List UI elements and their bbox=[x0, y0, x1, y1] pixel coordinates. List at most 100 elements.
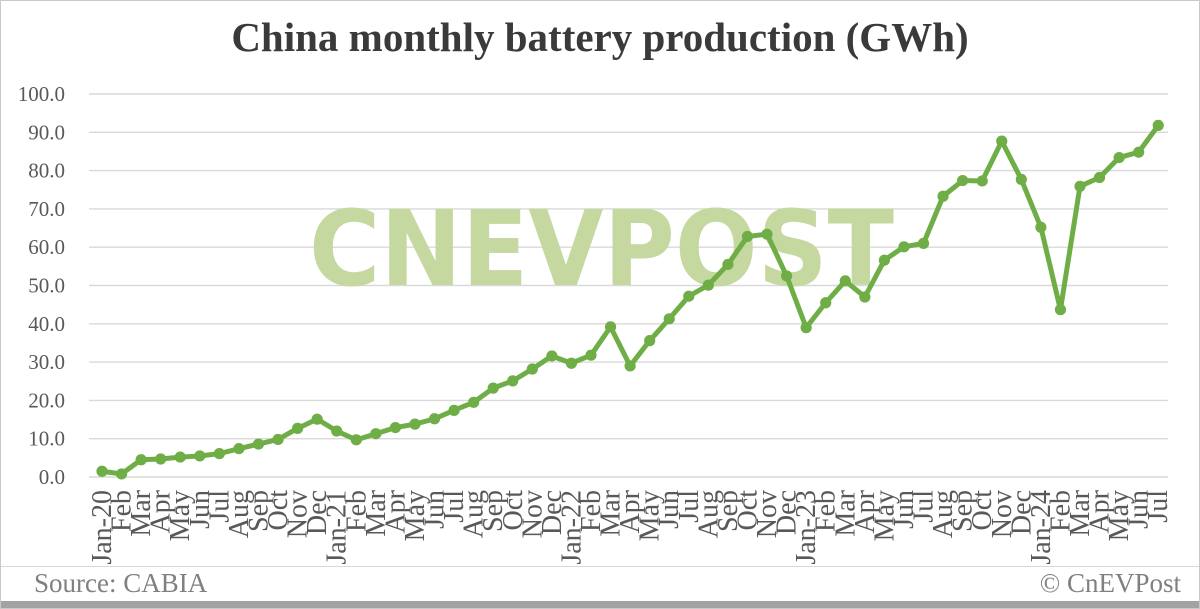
y-axis: 100.0 90.0 80.0 70.0 60.0 50.0 40.0 30.0 20.0 10.… bbox=[18, 82, 65, 489]
data-point bbox=[174, 451, 186, 463]
data-point bbox=[1015, 173, 1027, 186]
x-tick-label: Feb bbox=[811, 490, 842, 532]
data-point bbox=[604, 321, 617, 333]
data-point bbox=[487, 382, 499, 394]
x-tick-label: Jul bbox=[439, 490, 470, 523]
battery-production-chart: 100.0 90.0 80.0 70.0 60.0 50.0 40.0 30.0 20.0 10.… bbox=[18, 82, 1174, 565]
data-point bbox=[1054, 304, 1067, 316]
x-tick-label: Oct bbox=[967, 490, 998, 531]
x-tick-label: Dec bbox=[772, 490, 803, 535]
data-point bbox=[213, 448, 225, 460]
y-tick-label: 20.0 bbox=[28, 388, 65, 412]
y-tick-label: 40.0 bbox=[28, 312, 65, 336]
data-point bbox=[781, 270, 793, 282]
data-point bbox=[996, 135, 1008, 147]
data-point bbox=[1133, 146, 1145, 158]
x-tick-label: Feb bbox=[341, 490, 372, 532]
bottom-edge-bar bbox=[1, 601, 1199, 608]
source-label: Source: CABIA bbox=[34, 568, 208, 598]
data-point bbox=[702, 279, 714, 291]
x-tick-label: Nov bbox=[283, 490, 314, 538]
x-tick-label: Sep bbox=[243, 490, 274, 532]
data-point bbox=[448, 404, 460, 416]
x-tick-label: Sep bbox=[478, 490, 509, 532]
data-point bbox=[468, 396, 480, 408]
data-point bbox=[741, 230, 754, 243]
data-point bbox=[859, 291, 871, 303]
x-tick-label: Mar bbox=[830, 489, 861, 536]
data-point bbox=[937, 190, 949, 202]
data-point bbox=[761, 228, 773, 240]
data-point bbox=[331, 425, 343, 437]
x-tick-label: May bbox=[869, 490, 900, 541]
y-tick-label: 100.0 bbox=[18, 82, 65, 106]
x-tick-label: Aug bbox=[928, 490, 959, 538]
x-tick-label: Dec bbox=[302, 490, 333, 535]
data-point bbox=[878, 254, 891, 266]
chart-title: China monthly battery production (GWh) bbox=[231, 14, 969, 60]
data-point bbox=[1074, 180, 1086, 192]
data-point bbox=[624, 360, 636, 372]
data-point bbox=[546, 350, 558, 362]
data-point bbox=[115, 468, 128, 480]
x-tick-label: Nov bbox=[752, 490, 783, 538]
grid bbox=[89, 93, 1168, 478]
data-point bbox=[683, 290, 695, 302]
x-tick-label: Dec bbox=[537, 490, 568, 535]
data-point bbox=[663, 313, 675, 325]
x-tick-label: Oct bbox=[263, 490, 294, 531]
data-point bbox=[311, 413, 323, 425]
x-tick-label: Oct bbox=[732, 490, 763, 531]
series-markers bbox=[96, 119, 1164, 480]
data-point bbox=[585, 349, 597, 361]
x-tick-label: Apr bbox=[380, 489, 411, 533]
data-point bbox=[722, 258, 734, 271]
x-tick-label: Mar bbox=[596, 489, 627, 536]
x-tick-label: Jun bbox=[889, 490, 920, 529]
x-tick-label: Jun bbox=[185, 490, 216, 529]
data-point bbox=[917, 237, 930, 249]
data-point bbox=[350, 434, 362, 446]
data-point bbox=[292, 422, 304, 434]
x-tick-label: Aug bbox=[693, 490, 724, 538]
x-tick-label: Mar bbox=[361, 489, 392, 536]
data-point bbox=[1152, 119, 1164, 132]
x-tick-label: Apr bbox=[1085, 489, 1116, 533]
x-tick-label: Jul bbox=[1143, 490, 1174, 523]
data-point bbox=[194, 450, 206, 462]
cnevpost-watermark: CNEVPOST bbox=[309, 188, 894, 310]
x-tick-label: Aug bbox=[459, 490, 490, 538]
x-tick-label: Jul bbox=[204, 490, 235, 523]
data-point bbox=[1093, 171, 1106, 184]
data-point bbox=[135, 454, 147, 466]
x-tick-label: Apr bbox=[615, 489, 646, 533]
data-point bbox=[507, 375, 519, 387]
data-point bbox=[428, 413, 441, 425]
data-point bbox=[644, 335, 656, 347]
data-point bbox=[976, 175, 988, 187]
data-point bbox=[389, 421, 401, 434]
x-tick-label: May bbox=[635, 490, 666, 541]
y-tick-label: 60.0 bbox=[28, 235, 65, 259]
x-tick-label: Nov bbox=[517, 490, 548, 538]
x-axis: Jan-20FebMarAprMayJunJulAugSepOctNovDecJ… bbox=[87, 489, 1174, 564]
x-tick-label: Apr bbox=[146, 489, 177, 533]
data-point bbox=[370, 428, 382, 440]
x-tick-label: Dec bbox=[1006, 490, 1037, 535]
x-tick-label: Jul bbox=[909, 490, 940, 523]
x-tick-label: Feb bbox=[1045, 490, 1076, 532]
data-point bbox=[272, 433, 284, 446]
x-tick-label: Jun bbox=[1124, 490, 1155, 529]
x-tick-label: Jan-23 bbox=[791, 490, 822, 565]
x-tick-label: Nov bbox=[987, 490, 1018, 538]
y-tick-label: 90.0 bbox=[28, 120, 65, 144]
data-point bbox=[957, 174, 969, 187]
data-point bbox=[526, 363, 538, 375]
data-point bbox=[898, 241, 910, 253]
y-tick-label: 0.0 bbox=[39, 465, 65, 489]
y-tick-label: 80.0 bbox=[28, 159, 65, 183]
data-point bbox=[565, 357, 578, 369]
x-tick-label: Jan-24 bbox=[1026, 490, 1057, 565]
x-tick-label: Mar bbox=[1065, 489, 1096, 536]
